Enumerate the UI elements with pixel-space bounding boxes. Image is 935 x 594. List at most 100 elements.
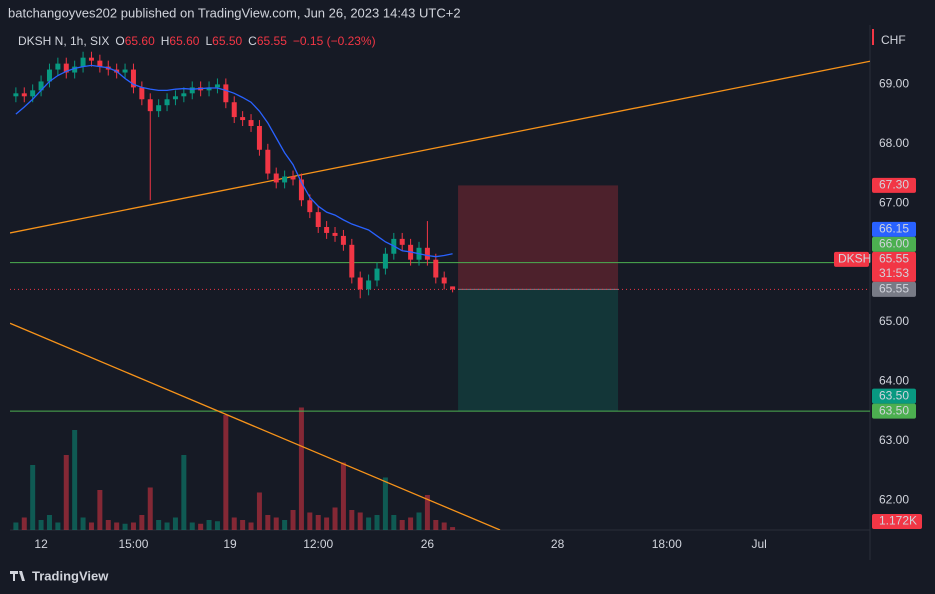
x-tick-label: 19 (223, 537, 237, 551)
price-label-box (872, 221, 916, 237)
candle-body (214, 84, 220, 88)
candle-body (450, 286, 456, 290)
volume-bar (265, 515, 271, 530)
volume-bar (240, 520, 246, 530)
candle-body (441, 277, 447, 284)
volume-bar (97, 490, 103, 530)
candle-body (256, 126, 262, 150)
volume-bar (366, 517, 372, 530)
volume-bar (307, 512, 313, 530)
legend-value: 65.60 (125, 34, 155, 48)
candle-body (340, 235, 346, 245)
y-tick-label: 62.00 (879, 492, 909, 506)
volume-bar (223, 415, 229, 530)
target-zone (458, 289, 619, 412)
plot (10, 51, 870, 530)
candle-body (38, 81, 44, 91)
price-label-box (872, 388, 916, 404)
price-label-box (872, 403, 916, 419)
y-tick-label: 65.00 (879, 314, 909, 328)
candle-body (80, 57, 86, 67)
candle-body (332, 232, 338, 236)
candle-body (21, 93, 27, 97)
candle-body (130, 69, 136, 88)
candle-body (88, 57, 94, 61)
volume-bar (433, 520, 439, 530)
y-tick-label: 63.00 (879, 433, 909, 447)
candle-body (13, 93, 19, 97)
candle-body (366, 280, 372, 290)
candle-body (374, 268, 380, 281)
symbol-tag: DKSH (838, 252, 871, 266)
volume-bar (357, 512, 363, 530)
price-label-countdown: 31:53 (879, 266, 909, 280)
candle-body (139, 87, 145, 100)
candle-body (72, 66, 78, 73)
legend-value: 65.55 (257, 34, 287, 48)
volume-bar (391, 515, 397, 530)
volume-bar (273, 517, 279, 530)
volume-bar (374, 515, 380, 530)
volume-bar (189, 522, 195, 530)
x-tick-label: 12 (34, 537, 48, 551)
candle-body (55, 63, 61, 70)
volume-bar (114, 522, 120, 530)
x-tick-label: 12:00 (303, 537, 333, 551)
candle-body (46, 69, 52, 82)
trendline (10, 60, 870, 234)
price-label-box (872, 281, 916, 297)
legend: DKSH N, 1h, SIX O65.60 H65.60 L65.50 C65.55−… (18, 34, 376, 48)
candle-body (324, 227, 330, 233)
y-tick-label: 68.00 (879, 136, 909, 150)
logo (10, 571, 25, 581)
y-tick-label: 67.00 (879, 195, 909, 209)
volume-bar (256, 492, 262, 530)
price-label-box (872, 236, 916, 252)
candle-body (424, 247, 430, 260)
volume-bar (130, 522, 136, 530)
volume-bar (122, 523, 128, 530)
candle-body (172, 96, 178, 100)
legend-key: H (161, 34, 170, 48)
price-label: 66.00 (879, 237, 909, 251)
symbol-tag-box (834, 251, 869, 267)
moving-average (15, 64, 453, 258)
volume-bar (147, 487, 153, 530)
x-tick-label: 15:00 (118, 537, 148, 551)
price-label: 65.55 (879, 252, 909, 266)
currency: CHF (881, 33, 906, 47)
volume-bar (30, 465, 36, 530)
x-tick-label: 26 (421, 537, 435, 551)
volume-bar (206, 520, 212, 530)
volume-bar (38, 520, 44, 530)
candle-body (433, 259, 439, 278)
volume-bar (88, 522, 94, 530)
candle-body (122, 69, 128, 73)
price-label: 67.30 (879, 178, 909, 192)
candle-body (30, 90, 36, 97)
candle-body (156, 105, 162, 112)
volume-bar (164, 522, 170, 530)
candle-body (206, 87, 212, 91)
legend-key: O (115, 34, 124, 48)
price-label: 66.15 (879, 222, 909, 236)
volume-bar (55, 522, 61, 530)
volume-bar (424, 495, 430, 530)
candle-body (273, 173, 279, 183)
candle-body (248, 120, 254, 126)
volume-bar (63, 455, 69, 530)
legend-value: 65.50 (212, 34, 242, 48)
volume-label: 1.172K (879, 514, 917, 528)
volume-bar (298, 407, 304, 530)
volume-bar (290, 510, 296, 530)
candle-body (265, 149, 271, 174)
volume-bar (156, 520, 162, 530)
candle-body (298, 179, 304, 201)
volume-bar (408, 517, 414, 530)
volume-bar (46, 515, 52, 530)
candle-body (97, 60, 103, 67)
candle-body (290, 176, 296, 180)
candle-body (147, 99, 153, 112)
volume-bar (349, 510, 355, 530)
